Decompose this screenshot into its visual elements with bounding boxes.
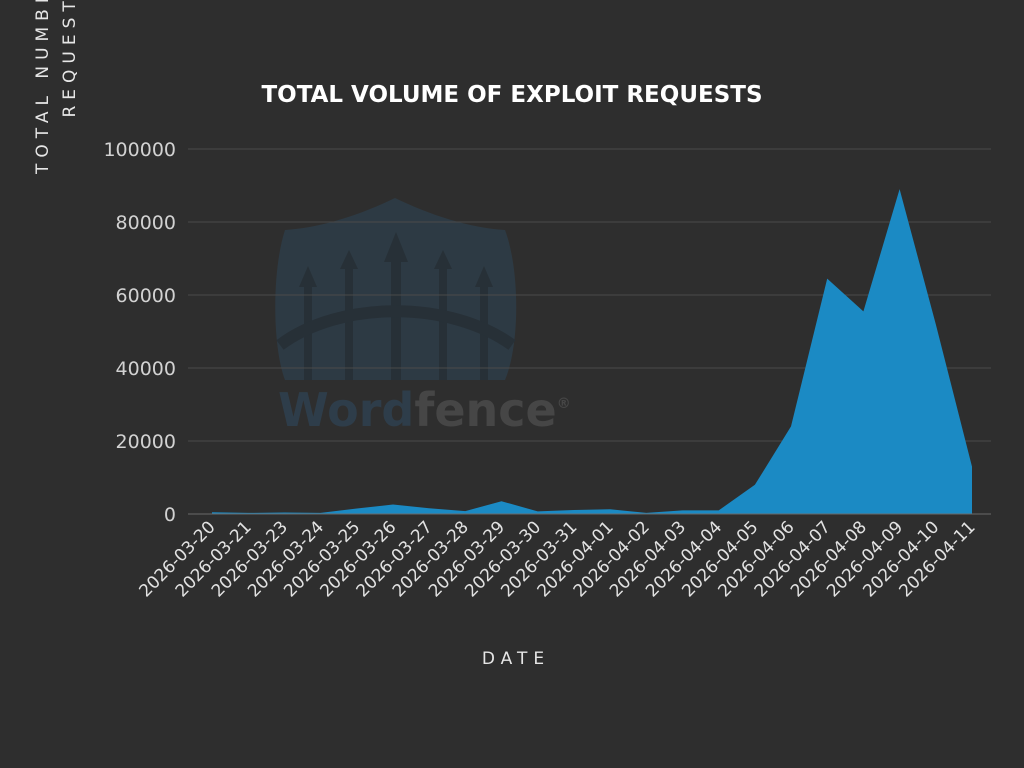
series-area-path	[212, 189, 972, 514]
y-tick-label: 20000	[116, 431, 176, 453]
x-axis-title: DATE	[482, 649, 550, 669]
y-tick-label: 60000	[116, 285, 176, 307]
y-axis-title-line-2: REQUESTS	[60, 0, 80, 118]
series-area	[212, 189, 972, 514]
y-tick-label: 80000	[116, 212, 176, 234]
y-axis-title-line-1: TOTAL NUMBER OF	[33, 0, 53, 175]
y-axis-ticks: 0 20000 40000 60000 80000 100000	[103, 139, 176, 526]
y-tick-label: 40000	[116, 358, 176, 380]
watermark-brand-text: Wordfence®	[278, 383, 571, 437]
y-tick-label: 0	[164, 504, 176, 526]
x-axis-ticks: 2026-03-202026-03-212026-03-232026-03-24…	[136, 517, 980, 601]
y-tick-label: 100000	[103, 139, 176, 161]
chart-title: TOTAL VOLUME OF EXPLOIT REQUESTS	[261, 82, 762, 108]
wordfence-watermark-logo: Wordfence®	[275, 198, 571, 437]
